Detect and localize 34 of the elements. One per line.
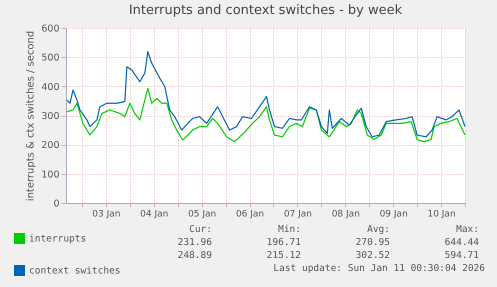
text: 231.96 bbox=[176, 237, 212, 248]
text: 215.12 bbox=[266, 250, 301, 261]
text: Max: bbox=[455, 224, 479, 235]
y-tick-label: 400 bbox=[41, 82, 60, 93]
text: 270.95 bbox=[354, 237, 390, 248]
x-tick-label: 10 Jan bbox=[427, 210, 456, 220]
y-tick-label: 200 bbox=[41, 140, 60, 152]
x-tick-label: 07 Jan bbox=[284, 210, 312, 220]
x-tick-label: 04 Jan bbox=[140, 210, 168, 220]
x-tick-label: 09 Jan bbox=[380, 210, 408, 220]
text: 196.71 bbox=[266, 237, 301, 248]
legend-label: context switches bbox=[29, 266, 121, 276]
legend-label: interrupts bbox=[29, 234, 86, 244]
x-tick-label: 03 Jan bbox=[92, 210, 120, 220]
text: 594.71 bbox=[444, 250, 479, 261]
x-tick-label: 08 Jan bbox=[332, 210, 360, 220]
text: Min: bbox=[277, 224, 301, 235]
y-axis-title: interrupts & ctx switches / second bbox=[25, 30, 36, 202]
x-tick-label: 06 Jan bbox=[236, 210, 264, 220]
line-series bbox=[66, 88, 466, 142]
text: Avg: bbox=[366, 224, 390, 235]
y-tick-label: 300 bbox=[41, 111, 60, 122]
y-tick-label: 600 bbox=[41, 24, 60, 34]
y-tick-label: 500 bbox=[41, 52, 60, 64]
y-tick-label: 0 bbox=[53, 198, 60, 210]
text: 302.52 bbox=[354, 250, 390, 261]
text: Last update: Sun Jan 11 00:30:04 2026 bbox=[272, 263, 485, 274]
text: Cur: bbox=[188, 224, 212, 235]
chart-title: Interrupts and context switches - by week bbox=[128, 3, 403, 18]
text: 248.89 bbox=[176, 250, 212, 261]
line-series bbox=[66, 51, 466, 138]
text: 644.44 bbox=[444, 237, 479, 248]
y-tick-label: 100 bbox=[41, 169, 60, 180]
x-tick-label: 05 Jan bbox=[188, 210, 216, 220]
